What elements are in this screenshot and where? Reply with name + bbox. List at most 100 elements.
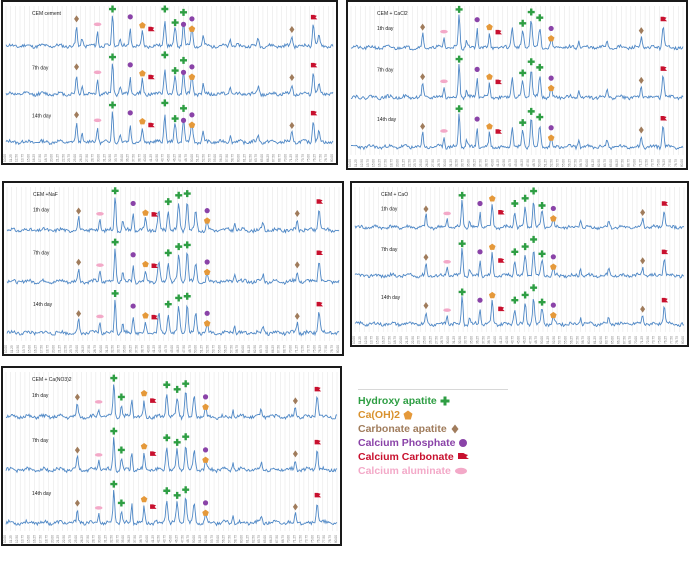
x-tick-label: 72.50 [295, 154, 299, 162]
calcium-phosphate-marker [189, 16, 195, 22]
x-tick-label: 42.50 [505, 336, 509, 344]
x-tick-label: 33.75 [114, 154, 118, 162]
x-tick-label: 70.00 [633, 159, 637, 167]
xrd-chart-cem-cement: CEM cement 7th day 14th day 10.00 11.25 12.50… [3, 5, 334, 162]
legend-label: Calcium aluminate [358, 465, 451, 477]
xrd-panel-cem-cano3: CEM + Ca(NO3)2 1th day 7th day 14th day 10.0… [1, 366, 342, 546]
x-tick-label: 18.75 [393, 336, 397, 344]
calcium-carbonate-marker [310, 110, 318, 116]
phase-markers [74, 99, 318, 129]
x-tick-label: 32.50 [458, 336, 462, 344]
x-tick-label: 68.75 [277, 154, 281, 162]
x-tick-label: 72.50 [300, 345, 304, 353]
calcium-phosphate-marker [474, 116, 480, 122]
x-tick-label: 22.50 [407, 159, 411, 167]
x-tick-label: 15.00 [28, 345, 32, 353]
xrd-panel-cem-naf: CEM +NaF 1th day 7th day 14th day 10.00 11.25… [2, 181, 344, 356]
carbonate-apatite-marker [292, 397, 298, 405]
caoh2-marker [488, 243, 496, 250]
hydroxy-apatite-marker [521, 291, 529, 299]
caoh2-marker [202, 456, 209, 463]
phase-markers [74, 374, 322, 410]
carbonate-apatite-marker [420, 122, 426, 130]
grid [354, 187, 685, 332]
xrd-trace [5, 384, 338, 421]
calcium-phosphate-marker [477, 249, 483, 255]
carbonate-apatite-marker [74, 499, 80, 507]
xrd-trace [5, 111, 334, 146]
x-tick-label: 65.00 [611, 336, 615, 344]
legend-item-calcium-carbonate: Calcium Carbonate [358, 450, 508, 464]
calcium-aluminate-marker [93, 22, 102, 27]
x-tick-label: 50.00 [538, 159, 542, 167]
x-tick-label: 31.25 [102, 154, 106, 162]
x-tick-label: 45.00 [170, 345, 174, 353]
calcium-carbonate-marker [495, 29, 503, 35]
phase-markers [74, 480, 322, 516]
hydroxy-apatite-marker [458, 288, 466, 296]
calcium-phosphate-marker [127, 14, 133, 20]
x-tick-label: 77.50 [318, 154, 322, 162]
calcium-phosphate-marker [130, 252, 136, 258]
x-tick-label: 72.50 [644, 159, 648, 167]
caoh2-marker [142, 260, 149, 268]
calcium-phosphate-marker [550, 302, 556, 308]
calcium-phosphate-marker [548, 125, 554, 131]
x-tick-label: 63.75 [605, 336, 609, 344]
hydroxy-apatite-marker [183, 292, 191, 300]
x-tick-label: 71.25 [639, 159, 643, 167]
x-tick-label: 45.00 [167, 154, 171, 162]
calcium-phosphate-marker [130, 200, 136, 207]
x-tick-label: 15.00 [27, 535, 31, 543]
x-tick-label: 27.50 [87, 345, 91, 353]
x-tick-label: 40.00 [490, 159, 494, 167]
phase-markers [76, 238, 324, 275]
x-tick-label: 67.50 [272, 154, 276, 162]
carbonate-apatite-marker [640, 305, 646, 313]
carbonate-apatite-marker [294, 312, 300, 320]
x-tick-label: 53.75 [207, 154, 211, 162]
grid [5, 6, 334, 150]
caoh2-marker [486, 73, 493, 80]
x-tick-label: 17.50 [384, 159, 388, 167]
xrd-trace [6, 248, 340, 285]
x-tick-label: 56.25 [222, 535, 226, 543]
x-tick-label: 16.25 [378, 159, 382, 167]
x-tick-label: 26.25 [81, 345, 85, 353]
x-tick-label: 27.50 [85, 154, 89, 162]
x-tick-label: 31.25 [103, 535, 107, 543]
x-tick-label: 63.75 [257, 535, 261, 543]
x-tick-label: 47.50 [180, 535, 184, 543]
legend-label: Calcium Phosphate [358, 437, 456, 449]
x-tick-label: 38.75 [487, 336, 491, 344]
x-tick-label: 38.75 [140, 345, 144, 353]
x-tick-label: 65.00 [265, 345, 269, 353]
caoh2-marker [140, 495, 148, 503]
x-tick-label: 71.25 [295, 345, 299, 353]
hydroxy-apatite-marker [530, 284, 538, 292]
x-tick-label: 47.50 [178, 154, 182, 162]
trace-label: 7th day [32, 438, 49, 444]
x-tick-label: 30.00 [99, 345, 103, 353]
trace-label: 1th day [377, 26, 394, 32]
hydroxy-apatite-marker [536, 63, 544, 71]
calcium-aluminate-marker [94, 453, 103, 457]
phase-markers [74, 427, 322, 463]
trace-label: 1th day [32, 393, 49, 399]
x-tick-label: 78.75 [674, 159, 678, 167]
x-tick-label: 22.50 [61, 154, 65, 162]
calcium-carbonate-marker [498, 306, 505, 312]
calcium-aluminate-marker [96, 263, 104, 267]
carbonate-apatite-marker [74, 63, 80, 71]
x-tick-label: 43.75 [164, 345, 168, 353]
carbonate-apatite-marker [76, 258, 82, 266]
x-tick-label: 35.00 [470, 336, 474, 344]
x-tick-label: 51.25 [198, 535, 202, 543]
caoh2-marker [188, 25, 196, 32]
x-tick-label: 73.75 [650, 159, 654, 167]
x-tick-label: 11.25 [10, 345, 14, 353]
x-tick-label: 40.00 [143, 154, 147, 162]
hydroxy-apatite-marker [173, 385, 181, 393]
calcium-aluminate-marker [94, 400, 103, 404]
x-tick-label: 71.25 [640, 336, 644, 344]
